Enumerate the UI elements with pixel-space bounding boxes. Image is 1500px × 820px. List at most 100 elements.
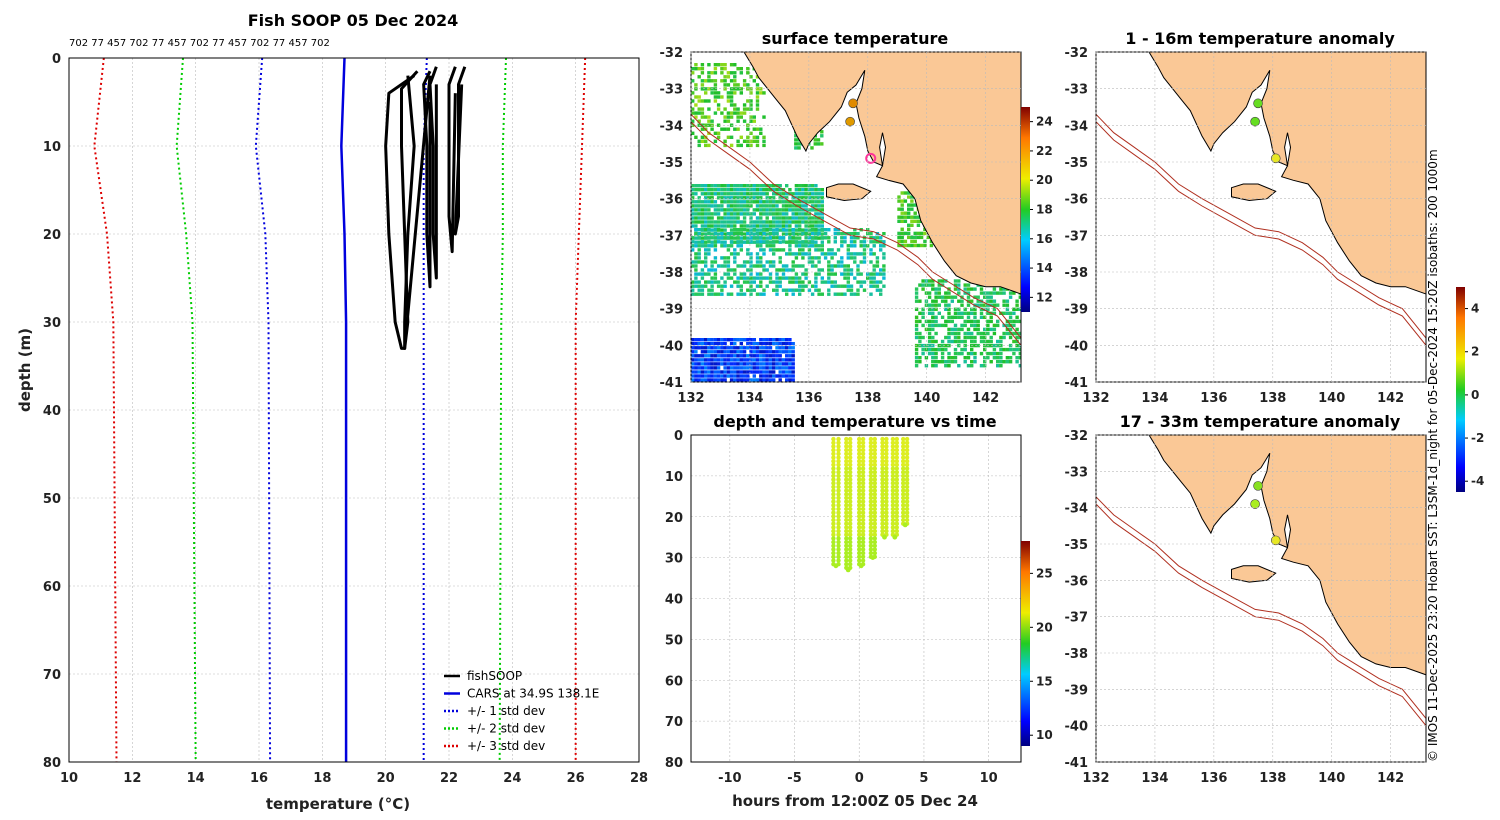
sst-pixel xyxy=(755,139,760,143)
sst-pixel xyxy=(755,292,760,296)
dt-point xyxy=(860,466,866,471)
sst-pixel xyxy=(720,184,724,188)
sst-pixel xyxy=(691,119,695,123)
sst-pixel xyxy=(963,291,967,295)
sst-pixel xyxy=(723,256,727,260)
sst-pixel xyxy=(947,291,951,295)
colorbar-ticklabel: 14 xyxy=(1036,261,1053,275)
sst-pixel xyxy=(916,219,921,223)
sst-pixel xyxy=(739,196,743,200)
sst-pixel xyxy=(697,139,701,143)
sst-pixel xyxy=(950,319,954,324)
sst-pixel xyxy=(798,248,802,252)
sst-pixel xyxy=(827,260,831,264)
sst-pixel xyxy=(953,311,958,315)
sst-pixel xyxy=(723,342,727,346)
sst-pixel xyxy=(700,204,705,208)
sst-pixel xyxy=(788,252,792,256)
sst-pixel xyxy=(788,378,792,382)
sst-pixel xyxy=(742,79,747,83)
sst-pixel xyxy=(940,347,945,352)
sst-pixel xyxy=(765,268,769,272)
sst-pixel xyxy=(794,192,799,196)
sst-pixel xyxy=(733,200,737,204)
dt-point xyxy=(857,543,862,548)
dt-point xyxy=(831,554,836,559)
sst-pixel xyxy=(833,272,837,276)
dt-point xyxy=(901,514,906,519)
dt-point xyxy=(836,558,841,563)
sst-pixel xyxy=(960,327,964,332)
sst-pixel xyxy=(807,228,812,232)
dt-point xyxy=(836,459,841,464)
sst-pixel xyxy=(704,212,708,216)
sst-pixel xyxy=(772,338,776,342)
sst-pixel xyxy=(726,370,731,374)
sst-pixel xyxy=(700,292,705,296)
sst-pixel xyxy=(720,292,724,296)
dt-point xyxy=(857,539,862,545)
sst-pixel xyxy=(869,292,873,296)
sst-pixel xyxy=(817,272,821,276)
sst-pixel xyxy=(781,346,786,350)
sst-pixel xyxy=(765,216,769,220)
sst-pixel xyxy=(762,252,766,256)
sst-pixel xyxy=(733,354,737,358)
sst-pixel xyxy=(700,358,705,362)
sst-pixel xyxy=(720,354,724,358)
sst-pixel xyxy=(921,307,925,311)
sst-pixel xyxy=(723,184,727,188)
legend-label: +/- 2 std dev xyxy=(467,722,545,736)
map-ytick: -38 xyxy=(1065,266,1089,281)
sst-pixel xyxy=(720,284,724,288)
sst-pixel xyxy=(704,184,708,188)
sst-pixel xyxy=(957,315,961,319)
sst-pixel xyxy=(966,303,971,307)
sst-pixel xyxy=(716,240,721,244)
sst-pixel xyxy=(707,212,711,216)
sst-pixel xyxy=(1015,303,1019,307)
sst-pixel xyxy=(746,83,750,87)
dt-point xyxy=(860,536,866,541)
sst-pixel xyxy=(1002,291,1006,295)
sst-pixel xyxy=(791,280,795,284)
sst-pixel xyxy=(814,196,818,200)
sst-pixel xyxy=(700,220,705,224)
sst-pixel xyxy=(785,374,789,378)
sst-pixel xyxy=(694,276,698,280)
sst-pixel xyxy=(798,288,802,292)
dt-point xyxy=(872,492,877,497)
sst-pixel xyxy=(897,239,901,244)
dt-point xyxy=(890,525,896,530)
sst-pixel xyxy=(788,228,792,232)
sst-pixel xyxy=(931,351,935,356)
dt-point xyxy=(890,451,896,456)
sst-pixel xyxy=(739,220,743,224)
sst-pixel xyxy=(785,264,789,268)
map-xtick: 140 xyxy=(1318,771,1345,786)
sst-pixel xyxy=(733,260,737,264)
sst-pixel xyxy=(704,143,708,148)
sst-pixel xyxy=(772,260,776,264)
sst-pixel xyxy=(924,327,929,332)
sst-pixel xyxy=(759,256,763,260)
sst-pixel xyxy=(736,143,740,148)
sst-pixel xyxy=(817,188,821,192)
sst-pixel xyxy=(762,370,766,374)
sst-pixel xyxy=(707,220,711,224)
sst-pixel xyxy=(791,354,795,358)
sst-pixel xyxy=(704,244,708,248)
sst-pixel xyxy=(742,240,747,244)
sst-pixel xyxy=(713,91,718,95)
sst-pixel xyxy=(772,216,776,220)
isobath-200 xyxy=(1096,496,1426,719)
sst-pixel xyxy=(1015,327,1019,332)
sst-pixel xyxy=(694,366,698,370)
sst-pixel xyxy=(836,260,841,264)
sst-pixel xyxy=(927,279,932,283)
sst-pixel xyxy=(762,143,766,148)
sst-pixel xyxy=(924,319,929,324)
dt-point xyxy=(880,514,885,519)
sst-pixel xyxy=(778,374,782,378)
profile-ytick: 20 xyxy=(43,228,61,243)
